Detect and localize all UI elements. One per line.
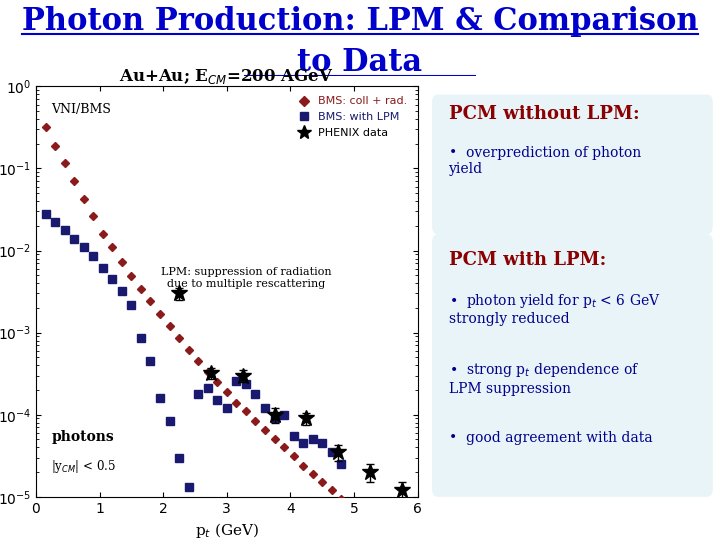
Text: PCM without LPM:: PCM without LPM: bbox=[449, 105, 639, 123]
Text: Photon Production: LPM & Comparison: Photon Production: LPM & Comparison bbox=[22, 6, 698, 37]
Title: Au+Au; E$_{CM}$=200 AGeV: Au+Au; E$_{CM}$=200 AGeV bbox=[120, 67, 334, 86]
Text: LPM: suppression of radiation
due to multiple rescattering: LPM: suppression of radiation due to mul… bbox=[161, 267, 331, 288]
Text: |y$_{CM}$| < 0.5: |y$_{CM}$| < 0.5 bbox=[51, 458, 116, 475]
Text: •  overprediction of photon
yield: • overprediction of photon yield bbox=[449, 146, 641, 176]
Text: •  photon yield for p$_t$ < 6 GeV
strongly reduced: • photon yield for p$_t$ < 6 GeV strongl… bbox=[449, 292, 660, 326]
Text: VNI/BMS: VNI/BMS bbox=[51, 103, 111, 116]
Text: •  strong p$_t$ dependence of
LPM suppression: • strong p$_t$ dependence of LPM suppres… bbox=[449, 361, 639, 396]
X-axis label: p$_t$ (GeV): p$_t$ (GeV) bbox=[194, 521, 259, 540]
Text: •  good agreement with data: • good agreement with data bbox=[449, 431, 652, 445]
FancyBboxPatch shape bbox=[432, 94, 713, 234]
Text: photons: photons bbox=[51, 430, 114, 444]
Text: to Data: to Data bbox=[297, 47, 423, 78]
FancyBboxPatch shape bbox=[432, 234, 713, 497]
Legend: BMS: coll + rad., BMS: with LPM, PHENIX data: BMS: coll + rad., BMS: with LPM, PHENIX … bbox=[292, 92, 412, 142]
Text: PCM with LPM:: PCM with LPM: bbox=[449, 251, 606, 268]
